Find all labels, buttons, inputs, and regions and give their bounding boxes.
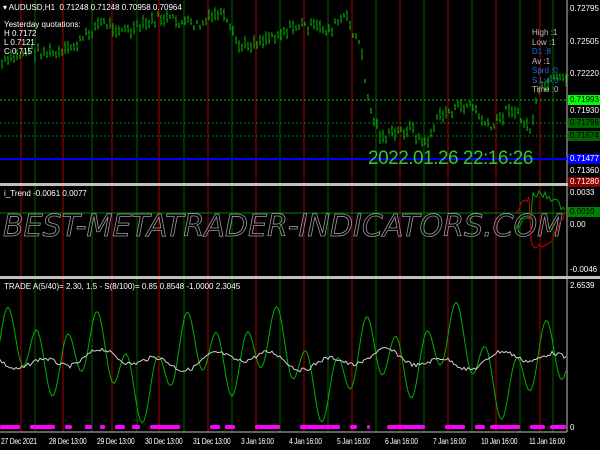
level-price-label: 0.71796	[568, 118, 600, 128]
signal-block	[490, 425, 520, 429]
symbol-header: ▾ AUDUSD,H1 0.71248 0.71248 0.70958 0.70…	[3, 3, 182, 12]
trend-line-red	[514, 196, 566, 249]
time-label: 11 Jan 16:00	[529, 437, 565, 446]
info-panel: High :1 Low :1 D1 :8 Av :1 Sprd :0 S.Lvl…	[532, 28, 559, 95]
clock: 2022.01.26 22:16:26	[368, 148, 533, 169]
info-row: High :1	[532, 28, 558, 37]
trend-value-label: 0.0010	[568, 207, 600, 217]
signal-block	[65, 425, 72, 429]
info-row: Low :1	[532, 37, 556, 47]
time-label: 4 Jan 16:00	[289, 437, 322, 446]
panel-separator	[0, 183, 600, 186]
trend-label: -0.0046	[570, 265, 598, 274]
time-label: 27 Dec 2021	[1, 437, 37, 446]
symbol-title: AUDUSD,H1	[8, 3, 56, 12]
bid-price-label: 0.71993	[568, 95, 600, 105]
info-row: Time :0	[532, 85, 559, 94]
price-label: 0.71930	[570, 106, 599, 115]
signal-block	[115, 425, 125, 429]
level-price-label: 0.71674	[568, 131, 600, 141]
signal-block	[0, 425, 20, 429]
collapse-triangle-icon[interactable]: ▾	[3, 3, 8, 12]
signal-block	[445, 425, 465, 429]
time-label: 7 Jan 16:00	[433, 437, 466, 446]
signal-block	[387, 425, 425, 429]
signal-block	[30, 425, 55, 429]
price-label: 0.72505	[570, 37, 599, 46]
info-row: S.Lvl :0	[532, 75, 559, 85]
time-label: 30 Dec 13:00	[145, 437, 183, 446]
trend-label: 0.0033	[570, 188, 595, 197]
trend-line-green	[514, 189, 566, 232]
trade-label: 0	[570, 423, 575, 432]
level-price-label: 0.71280	[568, 177, 600, 187]
time-label: 29 Dec 13:00	[97, 437, 135, 446]
price-label: 0.72220	[570, 69, 599, 78]
ohlc-values: 0.71248 0.71248 0.70958 0.70964	[59, 3, 182, 12]
time-label: 6 Jan 16:00	[385, 437, 418, 446]
signal-block	[100, 425, 105, 429]
signal-block	[550, 425, 566, 429]
signal-block	[367, 425, 370, 429]
time-label: 10 Jan 16:00	[481, 437, 518, 446]
signal-block	[475, 425, 485, 429]
trend-title: i_Trend -0.0061 0.0077	[4, 189, 87, 198]
yesterday-high: H 0.7172	[4, 29, 37, 38]
time-label: 3 Jan 16:00	[241, 437, 274, 446]
signal-block	[85, 425, 92, 429]
watermark: BEST-METATRADER-INDICATORS.COM	[3, 209, 563, 244]
signal-block	[210, 425, 220, 429]
trade-line-white	[0, 347, 567, 373]
time-label: 5 Jan 16:00	[337, 437, 370, 446]
panel-separator	[0, 276, 600, 279]
info-row: D1 :8	[532, 47, 552, 56]
yesterday-close: C 0.715	[4, 47, 33, 56]
level-price-label: 0.71477	[568, 154, 600, 164]
signal-block	[255, 425, 280, 429]
trade-line-green	[0, 301, 567, 424]
signal-block	[530, 425, 545, 429]
price-label: 0.72795	[570, 4, 599, 13]
signal-block	[225, 425, 235, 429]
price-label: 0.71360	[570, 166, 599, 175]
signal-block	[300, 425, 340, 429]
yesterday-title: Yesterday quotations:	[4, 20, 81, 29]
trend-label: 0.00	[570, 220, 586, 229]
trade-title: TRADE A(5/40)= 2.30, 1.5 - S(8/100)= 0.8…	[4, 282, 241, 291]
info-row: Sprd :0	[532, 66, 558, 75]
time-label: 31 Dec 13:00	[193, 437, 231, 446]
signal-block	[132, 425, 140, 429]
signal-block	[150, 425, 180, 429]
signal-block	[350, 425, 357, 429]
yesterday-low: L 0.7121	[4, 38, 35, 47]
info-row: Av :1	[532, 56, 551, 66]
time-label: 28 Dec 13:00	[49, 437, 87, 446]
trade-label: 2.6539	[570, 281, 595, 290]
